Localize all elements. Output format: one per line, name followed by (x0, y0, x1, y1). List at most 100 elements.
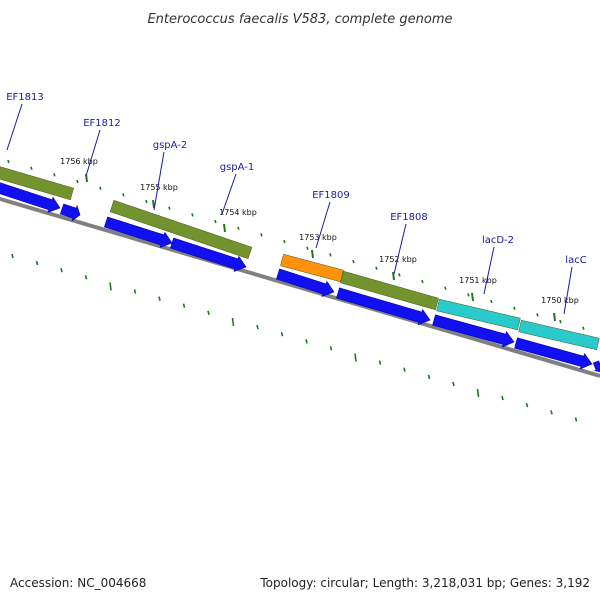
inner-tick-mark (207, 310, 210, 316)
inner-tick-mark (476, 388, 480, 398)
inner-tick-mark (256, 324, 259, 330)
gene-label[interactable]: lacC (565, 255, 586, 266)
cds-arrow (592, 360, 600, 373)
inner-tick-mark (550, 410, 553, 415)
cds-arrow (0, 182, 61, 213)
outer-tick-mark (260, 233, 263, 237)
cds-arrow (432, 314, 515, 348)
inner-tick-mark (329, 346, 333, 351)
outer-tick-mark (536, 313, 539, 317)
cds-arrow (276, 268, 335, 298)
feature-bar-olive (109, 199, 253, 260)
outer-tick-ring (7, 159, 585, 330)
position-ticks: 1756 kbp 1755 kbp 1754 kbp 1753 kbp 1752 kbp… (60, 157, 579, 322)
position-tick (311, 249, 314, 259)
gene-label[interactable]: EF1808 (390, 212, 428, 223)
feature-bar-olive (340, 270, 439, 311)
outer-tick-mark (283, 239, 286, 244)
inner-tick-mark (501, 395, 504, 401)
outer-tick-mark (145, 199, 148, 204)
inner-tick-ring (11, 253, 578, 422)
inner-tick-mark (133, 289, 137, 294)
position-label: 1750 kbp (541, 296, 579, 305)
inner-tick-mark (427, 374, 431, 379)
outer-tick-mark (99, 186, 102, 190)
position-label: 1751 kbp (459, 276, 497, 285)
feature-bar-orange (280, 253, 344, 283)
inner-tick-mark (525, 403, 529, 408)
position-tick (471, 292, 474, 302)
cds-arrow-track (0, 182, 600, 373)
inner-tick-mark (305, 339, 308, 344)
gene-leader-line (315, 201, 331, 249)
outer-tick-mark (7, 159, 10, 164)
genome-backbone (0, 196, 600, 378)
map-title: Enterococcus faecalis V583, complete gen… (147, 12, 452, 27)
position-label: 1754 kbp (219, 208, 257, 217)
gene-label[interactable]: lacD-2 (482, 235, 514, 246)
inner-tick-mark (574, 417, 578, 422)
outer-tick-mark (490, 299, 493, 304)
outer-tick-mark (559, 319, 562, 324)
cds-arrow (170, 237, 247, 273)
outer-tick-mark (122, 193, 125, 197)
inner-tick-mark (403, 367, 406, 372)
inner-tick-mark (231, 317, 235, 327)
feature-bar-cyan (518, 319, 600, 351)
outer-tick-mark (76, 179, 79, 184)
inner-tick-mark (452, 381, 455, 387)
outer-tick-mark (306, 246, 309, 250)
outer-tick-mark (421, 279, 424, 284)
accession-text: Accession: NC_004668 (10, 576, 146, 590)
outer-tick-mark (467, 293, 470, 297)
inner-tick-mark (182, 303, 186, 308)
gene-label-layer: EF1813 EF1812 gspA-2 gspA-1 EF1809 EF1808 lacD… (6, 92, 587, 315)
outer-tick-mark (237, 226, 240, 230)
position-label: 1755 kbp (140, 183, 178, 192)
outer-tick-mark (191, 213, 194, 217)
gene-leader-line (483, 246, 495, 295)
inner-tick-mark (280, 331, 284, 337)
position-label: 1752 kbp (379, 255, 417, 264)
inner-tick-mark (378, 360, 382, 365)
gene-leader-line (6, 103, 23, 151)
gene-label[interactable]: EF1812 (83, 118, 121, 129)
outer-tick-mark (513, 306, 516, 310)
feature-bar-track (0, 166, 600, 351)
inner-tick-mark (354, 353, 357, 362)
outer-tick-mark (398, 273, 401, 277)
feature-bar-cyan (436, 298, 521, 331)
inner-tick-mark (60, 268, 63, 273)
gene-leader-line (153, 151, 165, 211)
outer-tick-mark (444, 286, 447, 290)
cds-arrow (59, 203, 81, 222)
position-tick (392, 271, 395, 281)
gene-label[interactable]: EF1809 (312, 190, 350, 201)
position-tick (553, 312, 556, 322)
gene-leader-line (85, 129, 101, 177)
feature-bar-olive (0, 166, 75, 201)
outer-tick-mark (329, 253, 332, 257)
outer-tick-mark (582, 326, 585, 330)
cds-arrow (336, 287, 431, 326)
genome-summary-text: Topology: circular; Length: 3,218,031 bp… (259, 576, 590, 590)
gene-label[interactable]: EF1813 (6, 92, 44, 103)
outer-tick-mark (168, 206, 171, 210)
cds-arrow (104, 216, 173, 249)
outer-tick-mark (53, 173, 56, 177)
position-label: 1756 kbp (60, 157, 98, 166)
gene-leader-line (563, 266, 573, 315)
gene-label[interactable]: gspA-1 (220, 162, 255, 173)
outer-tick-mark (352, 259, 355, 264)
position-tick (223, 223, 226, 233)
inner-tick-mark (158, 296, 161, 301)
inner-tick-mark (84, 275, 88, 280)
outer-tick-mark (214, 219, 217, 224)
outer-tick-mark (30, 166, 33, 170)
position-tick (152, 199, 155, 209)
gene-label[interactable]: gspA-2 (153, 140, 188, 151)
inner-tick-mark (11, 253, 14, 259)
inner-tick-mark (35, 260, 39, 266)
cds-arrow (514, 337, 593, 370)
